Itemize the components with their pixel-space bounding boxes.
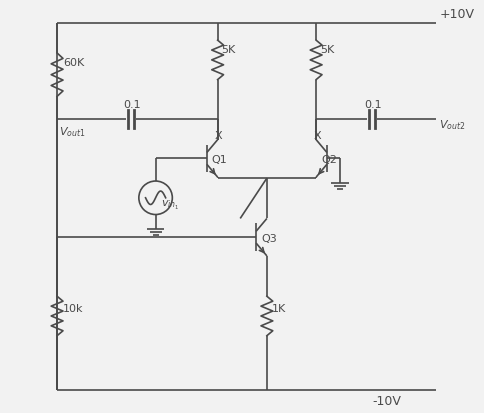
Text: $V_{out1}$: $V_{out1}$ [59, 124, 86, 138]
Text: 0.1: 0.1 [123, 100, 140, 110]
Text: $V_{out2}$: $V_{out2}$ [439, 118, 465, 131]
Text: 5K: 5K [221, 45, 235, 55]
Text: -10V: -10V [372, 394, 400, 407]
Text: +10V: +10V [439, 7, 473, 21]
Text: X: X [313, 131, 320, 140]
Text: $v_{in_1}$: $v_{in_1}$ [160, 198, 179, 211]
Text: 0.1: 0.1 [363, 100, 381, 110]
Text: 10k: 10k [63, 303, 83, 313]
Text: X: X [214, 131, 222, 140]
Text: 1K: 1K [271, 303, 286, 313]
Text: Q2: Q2 [320, 155, 336, 165]
Text: 60K: 60K [63, 58, 84, 68]
Text: 5K: 5K [319, 45, 333, 55]
Text: Q3: Q3 [260, 234, 276, 244]
Text: Q1: Q1 [212, 155, 227, 165]
